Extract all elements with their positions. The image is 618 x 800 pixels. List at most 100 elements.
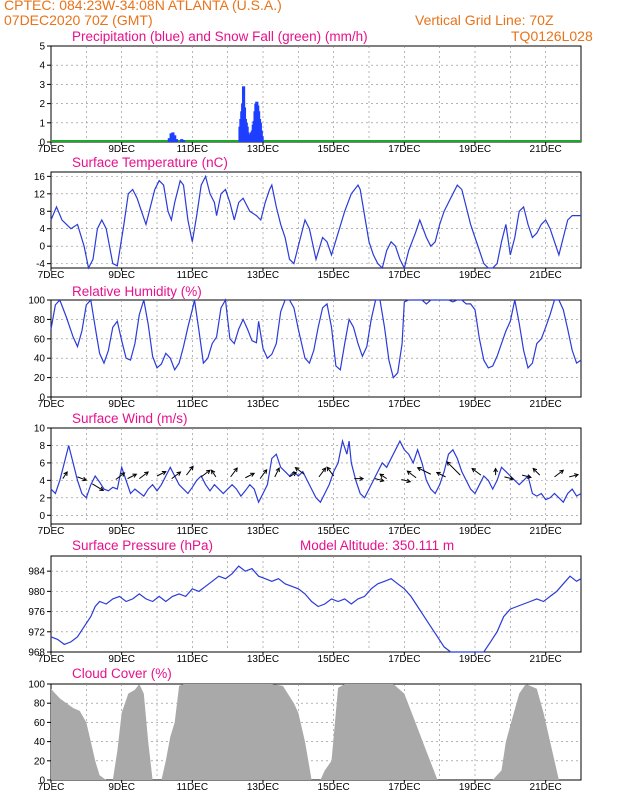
wind-ytick-label: 6 xyxy=(39,458,45,469)
wind-arrow-head xyxy=(379,477,385,483)
wind-arrow-head xyxy=(446,461,452,466)
wind-series-line xyxy=(50,438,582,504)
wind-arrow-head xyxy=(82,476,88,482)
wind-arrow-head xyxy=(493,467,498,473)
wind-arrow xyxy=(186,466,194,476)
wind-arrow xyxy=(401,479,411,483)
precip-ytick-label: 5 xyxy=(39,42,45,53)
wind-xtick-label: 7DEC xyxy=(38,526,65,537)
precip-ytick-label: 0 xyxy=(39,138,45,149)
temperature-series-line xyxy=(50,174,581,270)
precip-title: Precipitation (blue) and Snow Fall (gree… xyxy=(72,29,368,44)
wind-arrow-head xyxy=(532,467,538,473)
pressure-xtick-label: 9DEC xyxy=(108,654,135,665)
pressure-ytick-label: 976 xyxy=(28,607,45,618)
cloud-xtick-label: 15DEC xyxy=(318,782,350,793)
temperature-xtick-label: 21DEC xyxy=(530,270,562,281)
wind-arrow-head xyxy=(379,473,385,478)
cloud-xtick-label: 21DEC xyxy=(530,782,562,793)
wind-arrow-head xyxy=(176,471,182,476)
precip-xtick-label: 21DEC xyxy=(530,144,562,155)
wind-arrow-head xyxy=(250,472,256,477)
wind-arrow xyxy=(436,472,446,478)
wind-ytick-label: 4 xyxy=(39,476,45,487)
wind-arrow-head xyxy=(406,478,412,484)
wind-arrow xyxy=(211,469,217,478)
wind-arrow xyxy=(274,467,280,478)
temperature-xtick-label: 11DEC xyxy=(177,270,209,281)
wind-arrow-head xyxy=(205,469,211,475)
precip-bar xyxy=(247,136,251,142)
precip-bar xyxy=(173,135,177,142)
wind-arrow xyxy=(374,478,384,482)
wind-arrow xyxy=(417,467,432,475)
temperature-title: Surface Temperature (nC) xyxy=(72,155,228,170)
humidity-xtick-label: 17DEC xyxy=(388,399,420,410)
wind-arrow xyxy=(295,467,305,475)
wind-arrow xyxy=(200,469,211,478)
wind-frame xyxy=(50,427,582,525)
precip-xtick-label: 9DEC xyxy=(108,144,135,155)
cloud-ytick-label: 40 xyxy=(34,737,46,748)
humidity-ytick-label: 0 xyxy=(39,393,45,404)
wind-arrow-head xyxy=(99,486,105,491)
pressure-frame xyxy=(50,555,582,653)
wind-arrow-head xyxy=(326,466,331,472)
temperature-ytick-label: 0 xyxy=(39,242,45,253)
humidity-xtick-label: 11DEC xyxy=(177,399,209,410)
header-model: TQ0126L028 xyxy=(511,28,593,44)
pressure-ytick-label: 984 xyxy=(28,567,45,578)
temperature-xtick-label: 19DEC xyxy=(459,270,491,281)
cloud-xtick-label: 13DEC xyxy=(247,782,279,793)
wind-arrow-head xyxy=(120,472,126,477)
wind-xtick-label: 11DEC xyxy=(177,526,209,537)
wind-arrow-head xyxy=(292,471,297,477)
snowfall-bar xyxy=(304,140,311,142)
wind-arrow-head xyxy=(321,467,327,473)
pressure-ytick-label: 968 xyxy=(28,648,45,659)
precip-bar xyxy=(171,132,175,142)
wind-arrow xyxy=(62,471,68,479)
wind-arrow xyxy=(245,472,255,479)
wind-ytick-label: 8 xyxy=(39,441,45,452)
pressure-xtick-label: 7DEC xyxy=(38,654,65,665)
wind-xtick-label: 21DEC xyxy=(530,526,562,537)
wind-arrow-head xyxy=(435,471,441,477)
header-station: CPTEC: 084:23W-34:08N ATLANTA (U.S.A.) xyxy=(4,0,282,13)
wind-arrow-head xyxy=(559,469,565,475)
humidity-series-line xyxy=(50,298,582,379)
wind-arrow xyxy=(446,461,461,476)
precip-ytick-label: 1 xyxy=(39,118,45,129)
precip-ytick-label: 2 xyxy=(39,99,45,110)
wind-arrow-head xyxy=(526,474,532,479)
snowfall-bar xyxy=(277,140,284,142)
cloud-ytick-label: 60 xyxy=(34,718,46,729)
pressure-ytick-label: 980 xyxy=(28,587,45,598)
cloud-ytick-label: 20 xyxy=(34,756,46,767)
cloud-xtick-label: 19DEC xyxy=(459,782,491,793)
temperature-xtick-label: 7DEC xyxy=(38,270,65,281)
humidity-ytick-label: 20 xyxy=(34,373,46,384)
cloud-xtick-label: 7DEC xyxy=(38,782,65,793)
temperature-xtick-label: 15DEC xyxy=(318,270,350,281)
temperature-ytick-label: 4 xyxy=(39,224,45,235)
wind-arrow-head xyxy=(275,467,280,473)
pressure-xtick-label: 11DEC xyxy=(177,654,209,665)
wind-arrow xyxy=(554,469,564,478)
precip-frame xyxy=(50,45,582,143)
precip-xtick-label: 11DEC xyxy=(177,144,209,155)
precip-xtick-label: 13DEC xyxy=(247,144,279,155)
header-date: 07DEC2020 70Z (GMT) xyxy=(4,12,153,28)
pressure-title: Surface Pressure (hPa) xyxy=(72,538,214,553)
pressure-series-line xyxy=(50,565,582,653)
wind-arrow xyxy=(127,473,137,480)
temperature-ytick-label: 8 xyxy=(39,207,45,218)
temperature-xtick-label: 17DEC xyxy=(388,270,420,281)
wind-xtick-label: 9DEC xyxy=(108,526,135,537)
wind-xtick-label: 13DEC xyxy=(247,526,279,537)
cloud-xtick-label: 11DEC xyxy=(177,782,209,793)
precip-bar xyxy=(259,130,263,142)
wind-arrow xyxy=(569,474,579,478)
wind-arrow-head xyxy=(359,476,365,481)
